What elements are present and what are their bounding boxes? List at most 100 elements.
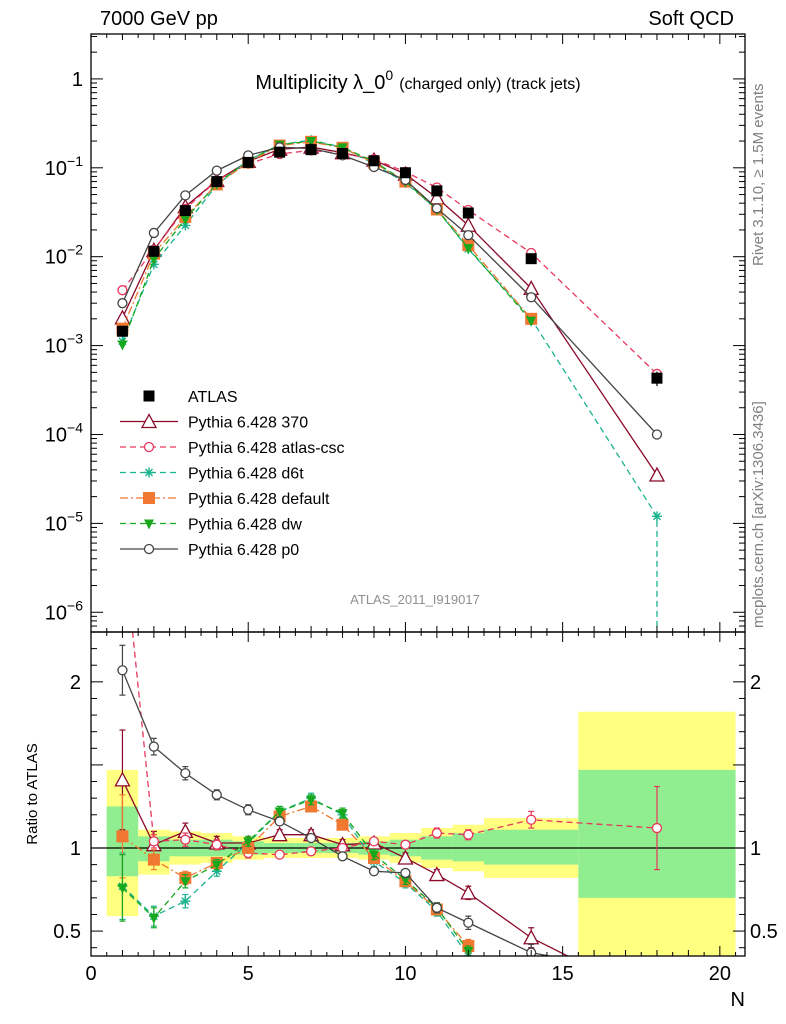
series-point-ratio	[243, 804, 254, 815]
series-point-ratio	[368, 850, 379, 861]
series-point-ratio	[274, 816, 285, 827]
series-point-main	[526, 292, 537, 303]
series-point-ratio	[180, 768, 191, 779]
ratio-uncertainty-bands	[106, 711, 736, 956]
series-point-ratio	[431, 827, 443, 839]
series-line-main	[121, 149, 658, 375]
axes-layer	[90, 33, 746, 957]
series-point-ratio	[523, 929, 540, 945]
series-point-ratio	[337, 809, 348, 820]
atlas-point	[462, 207, 474, 219]
series-point-ratio	[180, 877, 191, 888]
legend-marker	[143, 441, 155, 453]
series-point-main	[148, 255, 159, 266]
series-point-main	[651, 511, 662, 522]
series-point-ratio	[271, 826, 288, 842]
series-point-main	[117, 285, 128, 296]
series-line-ratio	[131, 632, 658, 856]
series-point-ratio	[397, 849, 414, 865]
band-green	[484, 829, 579, 865]
ratio-y-axis-label: Ratio to ATLAS	[24, 743, 41, 844]
legend: ATLAS Pythia 6.428 370 Pythia 6.428 atlas-…	[120, 389, 345, 559]
atlas-point	[399, 167, 411, 179]
legend-marker	[143, 543, 155, 555]
series-point-ratio	[400, 867, 411, 879]
atlas-data-layer	[116, 144, 663, 387]
series-line-main	[121, 146, 658, 435]
atlas-point	[179, 205, 191, 217]
y-tick-label-ratio: 0.5	[53, 921, 81, 943]
series-point-ratio	[211, 866, 222, 877]
tick-labels-layer: 0 5 10 15 20N 1 10−1 10−2 10−3 10−4 10−5 10−6 0.5 0.5…	[24, 69, 778, 1011]
series-point-ratio	[463, 917, 474, 928]
atlas-point	[274, 146, 286, 158]
legend-marker	[144, 467, 154, 478]
legend-label: Pythia 6.428 dw	[188, 517, 302, 534]
series-point-ratio	[336, 818, 349, 831]
legend-marker	[143, 492, 155, 504]
atlas-point	[651, 372, 663, 384]
legend-marker	[140, 413, 158, 429]
y-tick-label-main: 1	[72, 69, 83, 91]
x-tick-label: 0	[85, 963, 96, 985]
series-point-ratio	[652, 971, 661, 980]
series-point-ratio	[211, 789, 222, 800]
series-point-ratio	[431, 902, 443, 913]
series-point-ratio	[274, 807, 285, 818]
series-point-ratio	[305, 846, 317, 857]
series-point-ratio	[368, 866, 380, 877]
legend-label: Pythia 6.428 p0	[188, 542, 299, 559]
series-point-ratio	[117, 883, 128, 894]
series-point-main	[306, 137, 317, 148]
series-point-ratio	[118, 528, 127, 537]
series-point-ratio	[180, 834, 191, 845]
series-point-main	[117, 298, 128, 309]
series-point-main	[463, 244, 474, 255]
legend-label: Pythia 6.428 atlas-csc	[188, 440, 345, 457]
atlas-point	[116, 325, 128, 337]
series-point-ratio	[460, 884, 477, 900]
series-point-ratio	[117, 665, 128, 676]
series-point-main	[526, 316, 537, 327]
series-point-main	[180, 215, 191, 226]
y-tick-label-ratio-right: 0.5	[750, 921, 778, 943]
series-point-ratio	[148, 741, 160, 752]
legend-marker	[144, 519, 154, 530]
atlas-point	[305, 144, 317, 156]
series-point-ratio	[305, 800, 318, 813]
y-tick-label-main: 10−6	[45, 597, 83, 624]
y-tick-label-ratio: 2	[70, 672, 81, 694]
series-point-ratio	[400, 875, 411, 886]
series-line-ratio	[121, 797, 469, 956]
series-line-main	[121, 146, 658, 476]
series-point-ratio	[147, 853, 160, 866]
series-point-ratio	[116, 830, 129, 843]
series-point-ratio	[180, 896, 191, 907]
x-tick-label: 20	[709, 963, 731, 985]
series-point-ratio	[400, 839, 411, 850]
series-point-main	[117, 340, 128, 351]
legend-label: ATLAS	[188, 389, 238, 406]
series-point-ratio	[306, 795, 317, 806]
y-tick-label-main: 10−5	[45, 508, 83, 535]
y-tick-label-main: 10−2	[45, 242, 83, 269]
series-point-main	[651, 429, 663, 440]
series-point-ratio	[305, 832, 317, 844]
legend-label: Pythia 6.428 370	[188, 415, 308, 432]
series-point-ratio	[274, 849, 285, 860]
atlas-point	[525, 253, 537, 265]
series-point-ratio	[148, 913, 159, 924]
series-line-ratio	[122, 805, 469, 947]
series-point-ratio	[650, 994, 664, 1007]
analysis-id-label: ATLAS_2011_I919017	[350, 592, 480, 607]
series-point-ratio	[148, 836, 160, 847]
legend-marker	[143, 390, 155, 402]
series-layer	[114, 135, 666, 1007]
atlas-point	[242, 156, 254, 168]
series-point-main	[463, 229, 474, 241]
y-tick-label-ratio-right: 2	[750, 672, 761, 694]
series-point-main	[180, 190, 191, 201]
y-tick-label-main: 10−3	[45, 331, 83, 358]
series-line-ratio	[121, 779, 570, 956]
